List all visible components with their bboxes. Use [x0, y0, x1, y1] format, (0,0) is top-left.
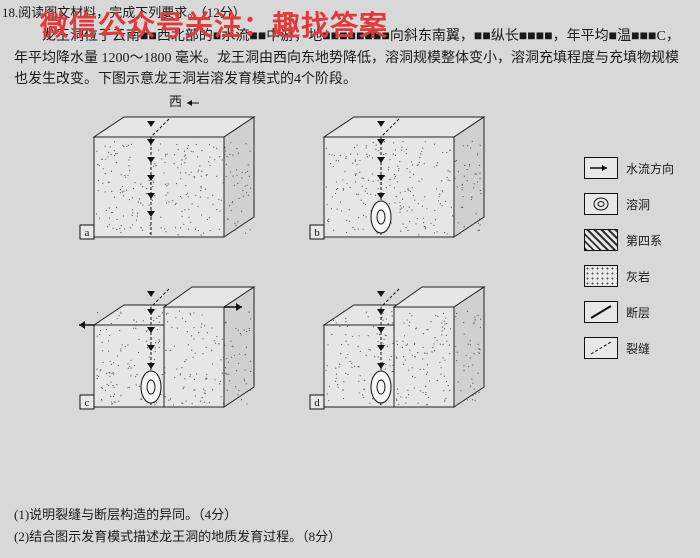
- legend-quaternary: 第四系: [584, 229, 674, 251]
- legend-crack: 裂缝: [584, 337, 674, 359]
- svg-text:c: c: [85, 397, 90, 409]
- legend-label: 溶洞: [626, 196, 650, 213]
- legend-label: 第四系: [626, 232, 662, 249]
- legend: 水流方向 溶洞 第四系 灰岩 断层 裂缝: [584, 157, 674, 373]
- diagram-area: 西 水流方向 溶洞 第四系 灰岩 断层: [14, 97, 684, 437]
- legend-label: 裂缝: [626, 340, 650, 357]
- legend-limestone: 灰岩: [584, 265, 674, 287]
- legend-flow: 水流方向: [584, 157, 674, 179]
- legend-label: 水流方向: [626, 160, 674, 177]
- subq-2: (2)结合图示发育模式描述龙王洞的地质发育过程。（8分）: [14, 526, 341, 548]
- svg-text:a: a: [85, 227, 90, 239]
- sub-questions: (1)说明裂缝与断层构造的异同。（4分） (2)结合图示发育模式描述龙王洞的地质…: [14, 504, 341, 548]
- cave-icon: [584, 193, 618, 215]
- block-d: d: [304, 277, 504, 427]
- flow-icon: [584, 157, 618, 179]
- legend-label: 灰岩: [626, 268, 650, 285]
- quaternary-icon: [584, 229, 618, 251]
- block-b: b: [304, 107, 504, 257]
- fault-icon: [584, 301, 618, 323]
- block-a: a: [74, 107, 274, 257]
- svg-text:d: d: [314, 397, 320, 409]
- block-c: c: [74, 277, 274, 427]
- limestone-icon: [584, 265, 618, 287]
- legend-fault: 断层: [584, 301, 674, 323]
- svg-text:b: b: [314, 227, 320, 239]
- legend-cave: 溶洞: [584, 193, 674, 215]
- watermark-text: 微信公众号关注：趣找答案: [40, 4, 388, 44]
- crack-icon: [584, 337, 618, 359]
- legend-label: 断层: [626, 304, 650, 321]
- subq-1: (1)说明裂缝与断层构造的异同。（4分）: [14, 504, 341, 526]
